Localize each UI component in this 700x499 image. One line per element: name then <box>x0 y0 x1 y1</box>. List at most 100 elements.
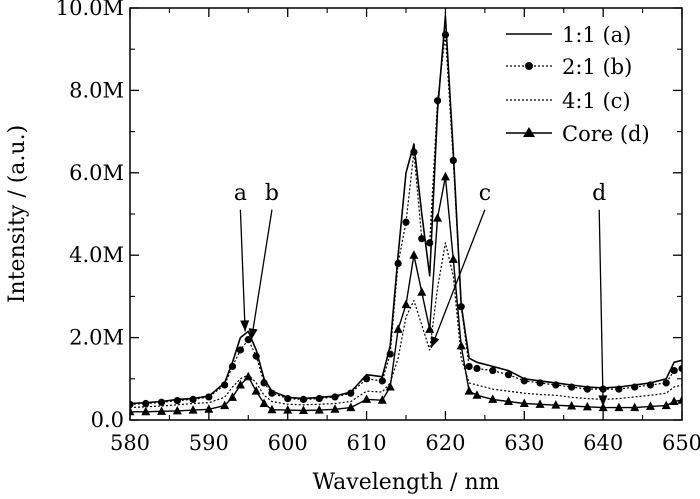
point-3-19 <box>377 395 387 404</box>
y-tick-label-1: 2.0M <box>69 326 124 350</box>
point-1-0 <box>130 400 134 408</box>
point-3-17 <box>346 402 356 412</box>
legend-label-d: Core (d) <box>562 122 650 146</box>
series-line-2 <box>130 242 682 409</box>
point-3-32 <box>488 394 498 403</box>
legend-item-c: 4:1 (c) <box>506 89 631 113</box>
legend-marker-b <box>525 62 533 70</box>
annotation-label-a: a <box>234 181 247 206</box>
annotation-label-d: d <box>592 181 606 206</box>
point-1-33 <box>504 371 513 379</box>
point-1-17 <box>347 389 355 397</box>
point-3-36 <box>551 400 561 409</box>
y-tick-label-0: 0.0 <box>91 408 124 432</box>
point-3-22 <box>401 299 411 309</box>
point-3-29 <box>456 340 466 350</box>
x-tick-label-630: 630 <box>504 431 544 455</box>
legend-item-d: Core (d) <box>506 122 650 146</box>
annotation-arrowhead-b <box>248 328 258 340</box>
annotation-arrowhead-a <box>240 320 250 332</box>
point-1-2 <box>157 398 166 406</box>
x-tick-label-640: 640 <box>583 431 623 455</box>
point-3-42 <box>645 401 655 410</box>
point-3-38 <box>582 401 592 411</box>
point-3-43 <box>661 400 671 410</box>
point-1-11 <box>260 379 268 387</box>
series-line-3 <box>130 176 682 413</box>
point-1-12 <box>268 389 276 397</box>
point-3-13 <box>283 405 293 414</box>
series-line-1 <box>130 34 682 405</box>
legend-item-a: 1:1 (a) <box>506 23 631 47</box>
point-3-44 <box>669 396 679 405</box>
x-tick-label-610: 610 <box>347 431 387 455</box>
point-1-28 <box>449 156 457 165</box>
point-1-20 <box>386 350 394 358</box>
point-3-40 <box>614 402 624 412</box>
point-1-5 <box>205 393 213 401</box>
point-1-7 <box>228 362 237 371</box>
point-1-25 <box>426 239 434 247</box>
legend-item-b: 2:1 (b) <box>506 55 632 79</box>
point-3-24 <box>417 287 427 296</box>
point-1-44 <box>670 366 678 375</box>
series-markers <box>130 31 682 416</box>
point-1-41 <box>631 383 639 391</box>
point-1-36 <box>552 381 560 389</box>
point-3-8 <box>235 379 245 389</box>
point-3-7 <box>228 392 238 401</box>
point-3-14 <box>298 405 308 415</box>
series-lines <box>130 15 682 413</box>
point-3-18 <box>362 394 372 403</box>
point-1-14 <box>299 395 308 403</box>
annotation-arrow-b <box>250 209 273 340</box>
annotation-arrowhead-d <box>598 395 608 407</box>
legend-marker-d <box>523 127 535 137</box>
x-tick-label-580: 580 <box>110 431 150 455</box>
annotation-arrow-a <box>239 209 246 332</box>
point-1-35 <box>536 379 544 387</box>
annotation-arrow-d <box>598 209 604 407</box>
x-tick-label-600: 600 <box>268 431 308 455</box>
point-3-20 <box>385 382 395 391</box>
x-tick-label-590: 590 <box>189 431 229 455</box>
point-3-30 <box>464 386 474 395</box>
point-1-34 <box>520 377 528 385</box>
point-1-29 <box>457 303 465 311</box>
point-1-16 <box>331 393 339 401</box>
legend: 1:1 (a) 2:1 (b) 4:1 (c) Core (d) <box>506 23 650 146</box>
point-1-37 <box>568 383 576 391</box>
annotation-arrow-c <box>430 209 486 349</box>
point-1-27 <box>441 31 450 39</box>
point-3-33 <box>504 396 514 405</box>
point-3-27 <box>440 171 450 181</box>
x-tick-label-620: 620 <box>425 431 465 455</box>
point-1-1 <box>142 399 150 408</box>
point-1-10 <box>252 352 260 360</box>
point-3-15 <box>314 405 324 414</box>
point-1-30 <box>465 362 473 371</box>
point-3-34 <box>519 398 529 408</box>
point-1-18 <box>362 375 371 383</box>
series-line-0 <box>130 15 682 405</box>
tick-labels: 580 590 600 610 620 630 640 650 0.0 2.0M 4.0M 6.0M 8… <box>56 0 700 455</box>
legend-label-b: 2:1 (b) <box>562 55 632 79</box>
point-3-11 <box>259 398 269 408</box>
annotation-label-c: c <box>479 181 491 206</box>
point-3-31 <box>472 390 482 399</box>
point-1-15 <box>315 394 323 403</box>
point-3-23 <box>409 250 419 259</box>
point-1-9 <box>244 336 252 344</box>
y-tick-label-2: 4.0M <box>69 243 124 267</box>
point-1-45 <box>678 364 682 373</box>
point-1-6 <box>221 381 229 389</box>
point-1-40 <box>615 385 623 393</box>
annotation-arrowhead-c <box>431 336 440 348</box>
point-3-6 <box>220 400 230 410</box>
point-3-28 <box>448 254 458 263</box>
point-3-1 <box>141 406 151 416</box>
point-3-2 <box>157 406 167 415</box>
point-1-43 <box>662 379 670 387</box>
